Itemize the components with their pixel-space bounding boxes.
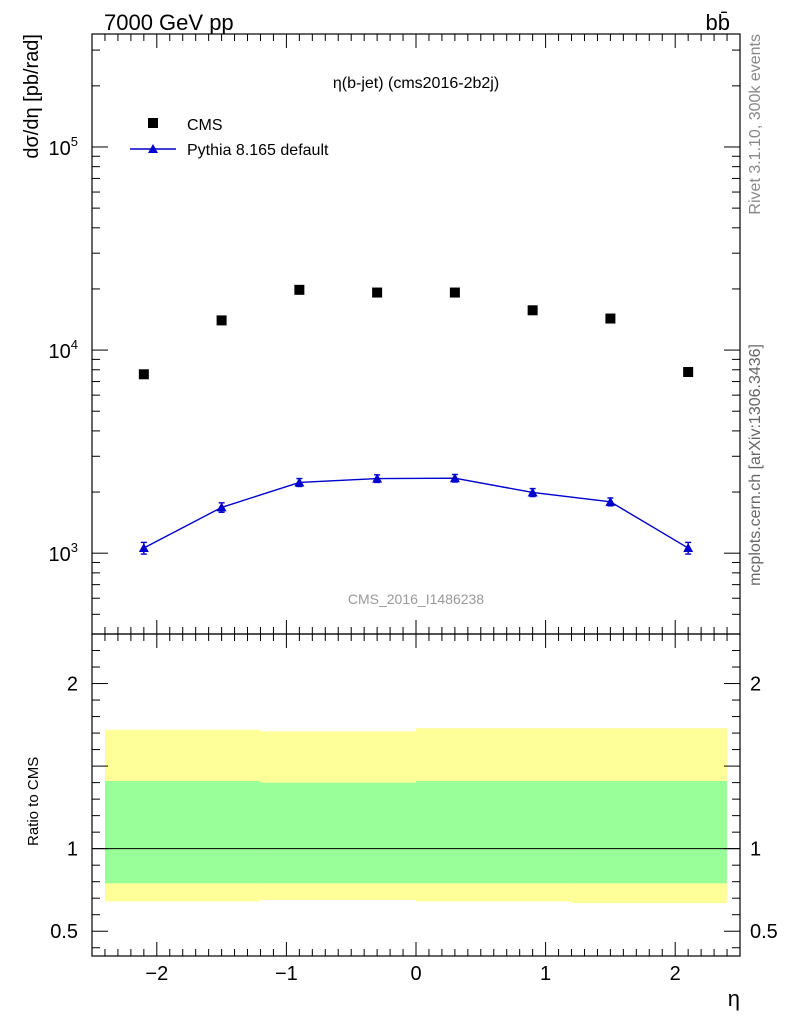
legend: CMS Pythia 8.165 default [130, 117, 329, 159]
ratio-tick-label-left: 2 [67, 674, 78, 696]
ratio-band-inner [416, 780, 572, 884]
ratio-tick-label-left: 1 [67, 839, 78, 861]
x-tick-label: 0 [410, 963, 421, 985]
y-tick-label: 104 [49, 337, 78, 363]
analysis-watermark: CMS_2016_I1486238 [348, 591, 484, 607]
series-pythia [138, 473, 694, 555]
ratio-tick-label-right: 0.5 [750, 921, 778, 943]
pythia-point [138, 543, 149, 553]
x-tick-label: 2 [670, 963, 681, 985]
pythia-point [294, 477, 305, 487]
legend-marker-cms [148, 118, 158, 128]
cms-point [683, 366, 694, 377]
ratio-axis-ticks [91, 634, 741, 956]
x-tick-label: 1 [540, 963, 551, 985]
process-label: bb̄ [706, 10, 730, 35]
ratio-band-inner [260, 782, 416, 884]
chart-title: η(b-jet) (cms2016-2b2j) [333, 75, 499, 92]
cms-point [372, 287, 383, 298]
ratio-plot-frame [91, 633, 741, 957]
ratio-tick-label-right: 2 [750, 674, 761, 696]
pythia-point [216, 502, 227, 512]
ratio-bands [104, 728, 728, 904]
y-axis-label: dσ/dη [pb/rad] [21, 34, 43, 159]
cms-point [138, 369, 149, 380]
cms-point [605, 313, 616, 324]
ratio-y-axis-label: Ratio to CMS [25, 757, 42, 846]
pythia-point [527, 487, 538, 497]
pythia-point [683, 543, 694, 553]
cms-point [294, 284, 305, 295]
x-tick-label: −1 [275, 963, 298, 985]
pythia-line [143, 477, 689, 549]
cms-point [527, 305, 538, 316]
legend-marker-pythia [148, 144, 158, 153]
cms-point [216, 315, 227, 326]
y-tick-label: 103 [49, 540, 78, 566]
ratio-band-inner [104, 780, 261, 884]
cms-point [449, 287, 460, 298]
energy-label: 7000 GeV pp [104, 10, 234, 35]
legend-label-cms: CMS [187, 117, 223, 134]
pythia-point [449, 473, 460, 483]
ratio-band-inner [571, 780, 728, 884]
x-tick-labels: −2 −1 0 1 2 [145, 963, 680, 985]
mcplots-label: mcplots.cern.ch [arXiv:1306.3436] [747, 344, 764, 586]
x-tick-label: −2 [145, 963, 168, 985]
y-tick-label: 105 [49, 134, 78, 160]
series-cms [138, 284, 694, 380]
x-axis-label: η [728, 986, 740, 1011]
ratio-tick-label-left: 0.5 [50, 921, 78, 943]
pythia-point [372, 473, 383, 483]
pythia-point [605, 496, 616, 506]
main-y-tick-labels: 103 104 105 [49, 134, 78, 566]
legend-label-pythia: Pythia 8.165 default [187, 142, 329, 159]
ratio-tick-label-right: 1 [750, 839, 761, 861]
ratio-y-tick-labels: 0.5 0.5 1 1 2 2 [50, 674, 778, 944]
main-axis-ticks [91, 34, 741, 635]
rivet-label: Rivet 3.1.10, 300k events [747, 34, 764, 215]
